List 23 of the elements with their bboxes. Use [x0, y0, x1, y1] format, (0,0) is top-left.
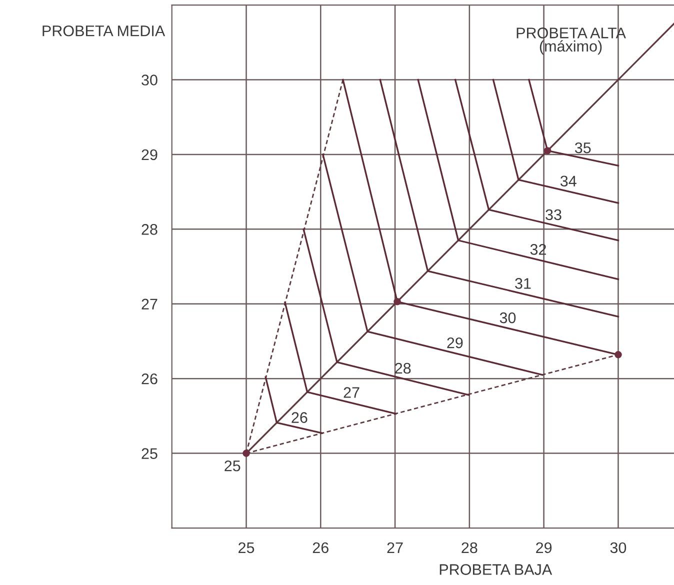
series-label: 30 [500, 312, 516, 324]
annotation: 25 [224, 460, 240, 472]
y-tick-label: 26 [142, 373, 158, 384]
x-tick-label: 26 [312, 542, 328, 554]
series-label: 33 [546, 209, 562, 220]
series-label: 35 [574, 142, 591, 154]
series-label: 29 [447, 337, 463, 348]
y-axis-title: PROBETA MEDIA [42, 25, 166, 36]
x-tick-label: 25 [238, 542, 254, 554]
y-tick-label: 29 [142, 149, 158, 160]
y-tick-label: 27 [142, 298, 158, 310]
series-label: 31 [515, 278, 531, 289]
x-tick-label: 27 [387, 542, 403, 553]
x-axis-title: PROBETA BAJA [440, 564, 552, 575]
series-label: 26 [292, 412, 308, 423]
x-tick-label: 28 [462, 542, 478, 554]
y-tick-label: 28 [142, 224, 158, 235]
y-tick-label: 25 [142, 448, 158, 459]
series-label: 34 [560, 176, 576, 187]
series-label: 27 [344, 387, 360, 398]
x-tick-label: 30 [610, 542, 626, 554]
x-tick-label: 29 [536, 542, 552, 554]
y-tick-label: 30 [142, 74, 158, 86]
